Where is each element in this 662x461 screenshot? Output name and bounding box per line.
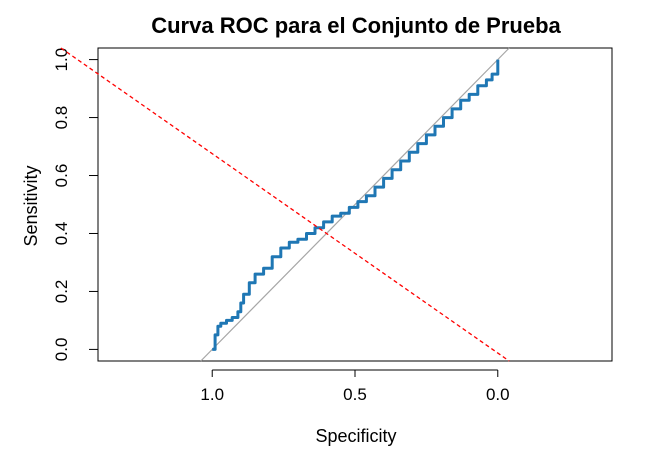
y-tick-label: 0.0 xyxy=(52,338,71,362)
y-tick-label: 0.6 xyxy=(52,164,71,188)
threshold-line xyxy=(60,47,510,362)
y-tick-label: 0.2 xyxy=(52,280,71,304)
y-axis: 0.0 0.2 0.4 0.6 0.8 1.0 xyxy=(52,48,99,362)
series-layer xyxy=(60,47,510,362)
roc-curve xyxy=(212,59,500,351)
x-tick-label: 1.0 xyxy=(200,385,224,404)
x-tick-label: 0.5 xyxy=(343,385,367,404)
x-axis: 1.0 0.5 0.0 xyxy=(200,369,510,404)
x-tick-label: 0.0 xyxy=(486,385,510,404)
diagonal-reference xyxy=(200,47,510,362)
y-tick-label: 1.0 xyxy=(52,48,71,72)
y-tick-label: 0.4 xyxy=(52,222,71,246)
chart-title: Curva ROC para el Conjunto de Prueba xyxy=(151,13,561,38)
y-tick-label: 0.8 xyxy=(52,106,71,130)
x-axis-label: Specificity xyxy=(315,426,396,446)
y-axis-label: Sensitivity xyxy=(21,165,41,246)
